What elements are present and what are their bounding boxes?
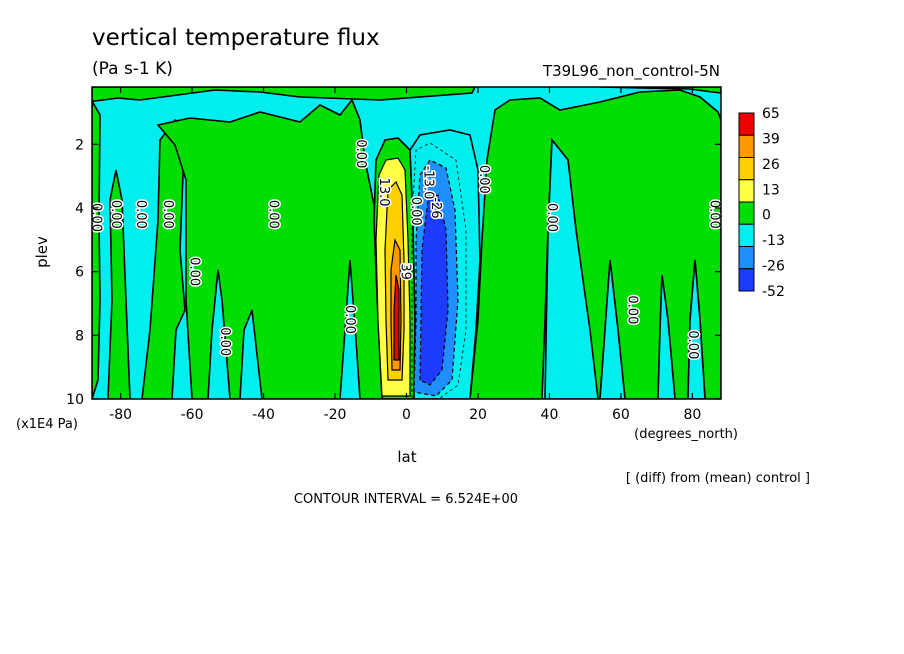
contour-label: 0.00 — [705, 198, 722, 230]
positive-region-south-1 — [107, 169, 131, 399]
x-tick-label: 80 — [683, 407, 701, 423]
contour-label: -13.0 — [419, 164, 437, 201]
colorbar-label: 65 — [762, 106, 780, 122]
colorbar-label: -13 — [762, 233, 785, 249]
warm-level-65 — [393, 274, 400, 361]
contour-labels: 0.00 0.00 0.00 0.00 0.00 0.00 0.00 0.00 0.00 13.0… — [88, 138, 722, 361]
contour-label-text: 0.00 — [265, 200, 280, 229]
x-tick-label: -60 — [181, 407, 204, 423]
dashed-contours — [411, 142, 467, 399]
contour-label-text: 0.00 — [88, 203, 103, 232]
contour-label: 0.00 — [132, 198, 150, 230]
contour-label: 0.00 — [158, 198, 176, 230]
cool-flux-core — [413, 159, 459, 397]
contour-label: 0.00 — [341, 303, 359, 335]
positive-region-north-1 — [469, 89, 721, 399]
contour-label-text: 0.00 — [685, 330, 700, 359]
contour-label: 0.00 — [475, 163, 493, 195]
x-axis-label: lat — [397, 448, 416, 466]
contour-label-text: 0.00 — [476, 165, 491, 194]
contour-label: 39 — [396, 262, 414, 282]
footer-note: [ (diff) from (mean) control ] — [626, 471, 810, 486]
contour-label: 0.00 — [185, 256, 203, 288]
y-axis-label: plev — [33, 236, 51, 268]
positive-region-top-right — [599, 87, 721, 94]
x-tick-label: -20 — [324, 407, 347, 423]
contour-label-text: 0.00 — [108, 200, 123, 229]
chart-experiment-label: T39L96_non_control-5N — [542, 62, 720, 81]
negative-region-north-4 — [687, 259, 706, 399]
contour-label-text: 0.00 — [217, 327, 232, 356]
colorbar-label: 13 — [762, 182, 780, 198]
colorbar-label: 0 — [762, 208, 771, 224]
contour-label-text: 39 — [398, 263, 413, 280]
colorbar-swatch — [738, 157, 755, 181]
colorbar-swatch — [738, 201, 755, 225]
contour-interval: CONTOUR INTERVAL = 6.524E+00 — [294, 492, 518, 507]
colorbar-swatch — [738, 268, 755, 292]
contour-label: 0.00 — [351, 138, 369, 170]
colorbar-label: -26 — [762, 259, 785, 275]
contour-label-text: 0.00 — [353, 139, 368, 168]
colorbar-swatch — [738, 246, 755, 270]
contour-label-text: 0.00 — [544, 203, 559, 232]
warm-flux-core — [375, 157, 411, 397]
contour-label: 0.00 — [684, 329, 702, 361]
negative-region-north-1 — [544, 137, 599, 399]
contour-label-text: 0.00 — [133, 200, 148, 229]
contour-label-text: 0.00 — [187, 257, 202, 286]
positive-region-southern-block — [156, 98, 383, 399]
x-tick-label: 0 — [402, 407, 411, 423]
contour-label-text: 0.00 — [624, 295, 639, 324]
contour-label: 0.00 — [407, 195, 425, 227]
x-axis-units: (degrees_north) — [634, 427, 738, 442]
contour-label: 0.00 — [543, 202, 561, 234]
colorbar-swatch — [738, 223, 755, 247]
contour-label-text: 0.00 — [342, 305, 357, 334]
contour-label: 13.0 — [375, 176, 393, 208]
x-tick-label: -80 — [109, 407, 132, 423]
positive-region-top — [92, 87, 476, 102]
y-tick-label: 2 — [75, 137, 84, 153]
y-axis-units: (x1E4 Pa) — [16, 417, 78, 432]
contour-label-text: 13.0 — [376, 178, 391, 207]
colorbar: 65 39 26 13 0 -13 -26 -52 — [738, 106, 785, 300]
contour-label: 0.00 — [623, 294, 641, 326]
y-tick-label: 4 — [75, 201, 84, 217]
colorbar-swatch — [738, 134, 755, 158]
contour-label-text: 0.00 — [408, 197, 423, 226]
positive-region-left-edge — [92, 99, 101, 399]
contour-label: 0.00 — [216, 326, 234, 358]
contour-label: 0.00 — [264, 198, 282, 230]
y-tick-label: 10 — [66, 392, 84, 408]
contour-label: 0.00 — [107, 198, 125, 230]
y-axis: 2 4 6 8 10 — [66, 137, 721, 408]
colorbar-label: -52 — [762, 284, 785, 300]
contour-label: 0.00 — [88, 202, 105, 234]
cool-level-26 — [419, 194, 449, 386]
colorbar-label: 26 — [762, 157, 780, 173]
y-tick-label: 6 — [75, 265, 84, 281]
plot-area: 0.00 0.00 0.00 0.00 0.00 0.00 0.00 0.00 0.00 13.0… — [88, 87, 722, 399]
contour-label-text: 0.00 — [160, 200, 175, 229]
colorbar-swatch — [738, 112, 755, 136]
negative-region-north-2 — [599, 259, 626, 399]
colorbar-label: 39 — [762, 131, 780, 147]
x-tick-label: 20 — [469, 407, 487, 423]
negative-region-north-3 — [657, 274, 676, 399]
contour-label: -26 — [426, 196, 444, 220]
chart-title: vertical temperature flux — [92, 25, 380, 51]
y-tick-label: 8 — [75, 328, 84, 344]
contour-label-text: -26 — [428, 197, 443, 218]
contour-label-text: -13.0 — [421, 166, 436, 200]
colorbar-swatch — [738, 179, 755, 203]
x-tick-label: 40 — [541, 407, 559, 423]
x-tick-label: 60 — [612, 407, 630, 423]
x-tick-label: -40 — [252, 407, 275, 423]
chart-subtitle-units: (Pa s-1 K) — [92, 59, 173, 79]
x-axis: -80 -60 -40 -20 0 20 40 60 80 — [109, 87, 701, 423]
contour-label-text: 0.00 — [707, 200, 722, 229]
